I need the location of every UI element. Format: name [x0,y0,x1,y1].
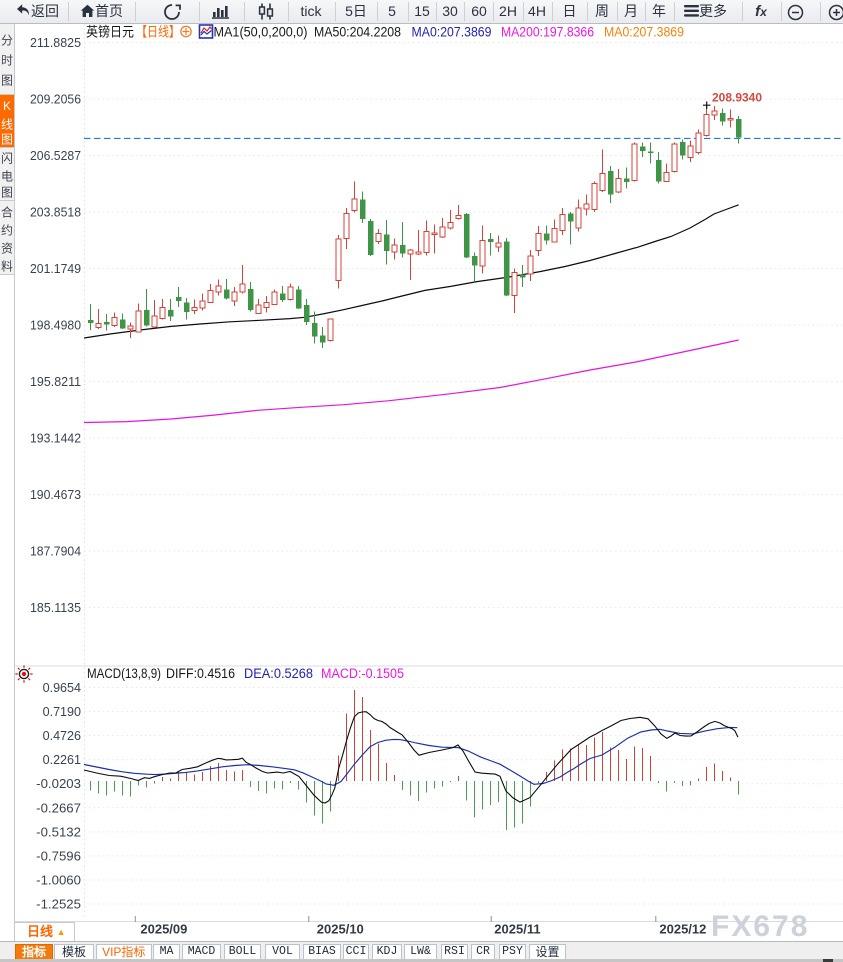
svg-text:203.8518: 203.8518 [30,205,81,220]
svg-text:185.1135: 185.1135 [30,600,81,615]
svg-text:MA1(50,0,200,0): MA1(50,0,200,0) [214,25,308,40]
svg-text:-0.2667: -0.2667 [36,800,81,815]
svg-text:211.8825: 211.8825 [30,35,81,50]
svg-text:MA0:207.3869: MA0:207.3869 [412,25,492,40]
svg-text:MA50:204.2208: MA50:204.2208 [314,25,401,40]
svg-text:0.9654: 0.9654 [43,680,81,695]
svg-text:0.2261: 0.2261 [43,752,81,767]
svg-text:190.4673: 190.4673 [30,487,81,502]
svg-text:206.5287: 206.5287 [30,148,81,163]
svg-text:2025/10: 2025/10 [317,922,364,937]
svg-text:MA0:207.3869: MA0:207.3869 [604,25,684,40]
svg-text:MACD(13,8,9): MACD(13,8,9) [87,666,161,681]
svg-text:2025/11: 2025/11 [494,922,540,937]
svg-text:MA200:197.8366: MA200:197.8366 [501,25,594,40]
svg-text:209.2056: 209.2056 [30,92,81,107]
svg-text:-1.0060: -1.0060 [36,873,81,888]
svg-text:-0.7596: -0.7596 [36,848,81,863]
svg-text:2025/12: 2025/12 [659,922,706,937]
svg-text:2025/09: 2025/09 [140,922,187,937]
svg-text:208.9340: 208.9340 [712,91,762,105]
svg-text:-0.0203: -0.0203 [36,776,81,791]
svg-text:198.4980: 198.4980 [30,318,81,333]
svg-text:187.7904: 187.7904 [30,544,81,559]
svg-text:193.1442: 193.1442 [30,431,81,446]
svg-text:201.1749: 201.1749 [30,261,81,276]
svg-text:195.8211: 195.8211 [30,374,81,389]
svg-text:-0.5132: -0.5132 [36,824,81,839]
svg-text:0.4726: 0.4726 [43,728,81,743]
svg-text:FX678: FX678 [711,910,809,943]
svg-text:MACD:-0.1505: MACD:-0.1505 [321,666,404,681]
svg-text:0.7190: 0.7190 [43,704,81,719]
svg-text:DIFF:0.4516: DIFF:0.4516 [166,666,235,681]
svg-text:-1.2525: -1.2525 [36,897,81,912]
svg-text:DEA:0.5268: DEA:0.5268 [244,666,313,681]
svg-text:英镑日元: 英镑日元 [86,24,134,40]
svg-text:【日线】: 【日线】 [136,25,180,40]
